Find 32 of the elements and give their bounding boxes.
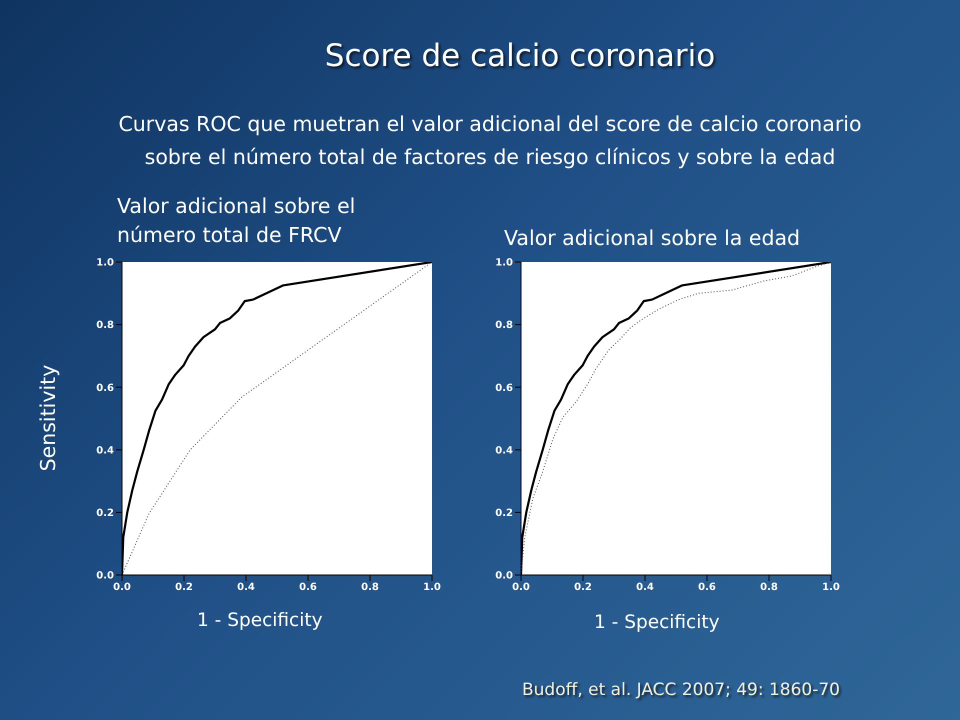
- y-tick-label: 0.2: [96, 508, 114, 519]
- y-tick-label: 1.0: [495, 258, 514, 269]
- y-axis-title: Sensitivity: [36, 364, 60, 472]
- text: Score de calcio coronario: [324, 38, 716, 74]
- x-tick-label: 0.2: [574, 582, 592, 594]
- x-tick-label: 1.0: [822, 582, 840, 594]
- y-tick-label: 0.8: [96, 320, 114, 332]
- x-tick-label: 0.6: [299, 582, 317, 594]
- text: Curvas ROC que muetran el valor adicional del score de calcio coronario sobre el número total de factores de riesgo clínicos y sobre la edad: [117, 111, 862, 171]
- y-tick-label: 0.0: [96, 570, 114, 582]
- x-tick-label: 0.6: [698, 582, 716, 594]
- x-tick-label: 0.8: [361, 582, 379, 594]
- x-tick-label: 0.8: [760, 582, 778, 594]
- x-tick-label: 0.0: [512, 582, 530, 594]
- x-tick-label: 0.4: [636, 582, 654, 594]
- x-axis-title: 1 - Specificity: [197, 610, 323, 631]
- y-tick-label: 0.4: [96, 445, 114, 456]
- y-tick-label: 0.6: [96, 382, 114, 394]
- y-tick-label: 0.8: [495, 320, 514, 332]
- x-axis-title: 1 - Specificity: [594, 612, 720, 633]
- x-tick-label: 0.2: [175, 582, 193, 594]
- y-tick-label: 0.4: [495, 445, 514, 456]
- y-tick-label: 0.6: [495, 382, 514, 394]
- chart-title: Valor adicional sobre la edad: [504, 226, 802, 250]
- x-tick-label: 0.0: [113, 582, 131, 594]
- y-tick-label: 0.2: [495, 508, 514, 519]
- x-tick-label: 0.4: [237, 582, 255, 594]
- y-tick-label: 1.0: [96, 258, 114, 269]
- chart-title: Valor adicional sobre el número total de FRCV: [117, 193, 356, 249]
- text: Budoff, et al. JACC 2007; 49: 1860-70: [522, 680, 840, 700]
- x-tick-label: 1.0: [423, 582, 441, 594]
- y-tick-label: 0.0: [495, 570, 514, 582]
